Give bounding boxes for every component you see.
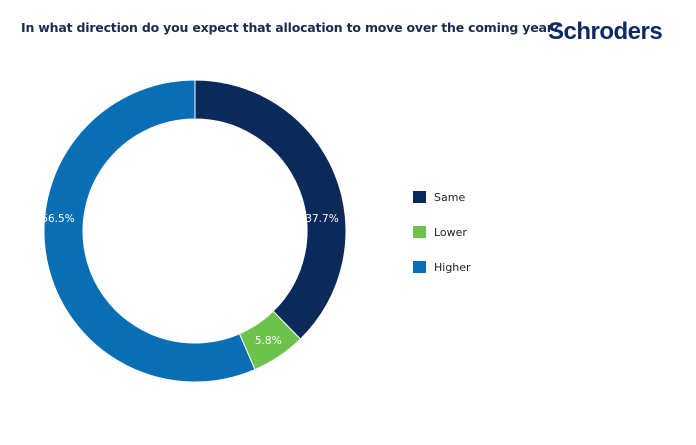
legend-item-same: Same bbox=[413, 188, 471, 206]
legend-item-lower: Lower bbox=[413, 223, 471, 241]
legend-label: Higher bbox=[434, 260, 471, 274]
legend-swatch bbox=[413, 261, 426, 273]
legend-label: Lower bbox=[434, 225, 467, 239]
chart-title: In what direction do you expect that all… bbox=[21, 20, 560, 35]
data-label-higher: 56.5% bbox=[41, 213, 74, 225]
legend-label: Same bbox=[434, 190, 466, 204]
data-label-same: 37.7% bbox=[305, 213, 338, 225]
schroders-logo: Schroders bbox=[548, 18, 663, 45]
data-label-lower: 5.8% bbox=[255, 335, 282, 347]
donut-slice-higher bbox=[43, 79, 256, 383]
legend-swatch bbox=[413, 191, 426, 203]
legend-swatch bbox=[413, 226, 426, 238]
legend: Same Lower Higher bbox=[413, 188, 471, 293]
legend-item-higher: Higher bbox=[413, 258, 471, 276]
donut-slice-same bbox=[194, 79, 347, 340]
